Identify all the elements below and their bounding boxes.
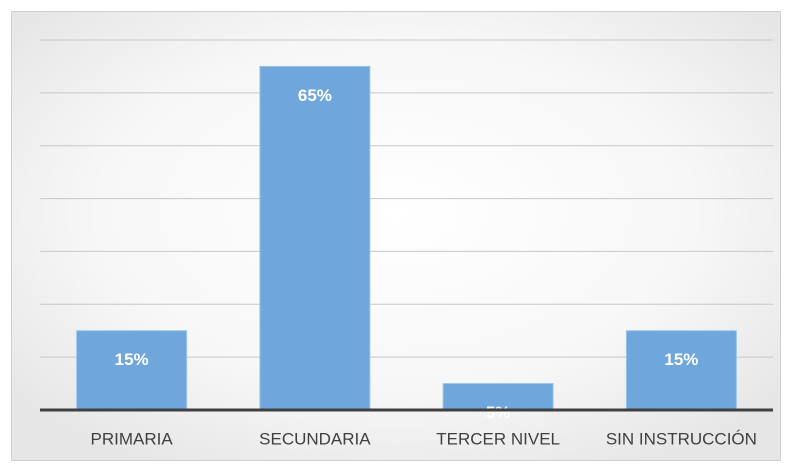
value-label: 65%	[298, 86, 332, 105]
x-tick-label: PRIMARIA	[91, 429, 174, 448]
bar	[76, 330, 188, 411]
value-label: 15%	[115, 350, 149, 369]
bar	[259, 65, 371, 411]
x-tick-label: SECUNDARIA	[259, 429, 371, 448]
value-label: 15%	[664, 350, 698, 369]
value-label: 5%	[486, 403, 511, 422]
x-tick-label: TERCER NIVEL	[436, 429, 560, 448]
bar	[625, 330, 737, 411]
x-tick-label: SIN INSTRUCCIÓN	[606, 429, 757, 448]
marks: PRIMARIA 15% SECUNDARIA 65% TERCER NIVEL 5% SI…	[40, 65, 773, 448]
